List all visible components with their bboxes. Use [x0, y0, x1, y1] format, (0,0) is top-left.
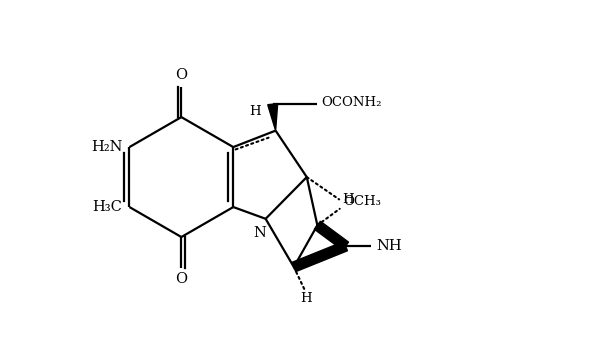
Text: H: H	[342, 193, 353, 206]
Text: N: N	[253, 226, 266, 240]
Text: OCONH₂: OCONH₂	[321, 96, 382, 109]
Text: H₂N: H₂N	[91, 140, 123, 154]
Text: O: O	[175, 68, 188, 82]
Polygon shape	[268, 104, 278, 131]
Text: H₃C: H₃C	[92, 200, 123, 214]
Polygon shape	[292, 242, 348, 272]
Text: NH: NH	[377, 239, 403, 253]
Text: OCH₃: OCH₃	[343, 195, 381, 208]
Polygon shape	[314, 221, 349, 250]
Text: H: H	[249, 105, 261, 118]
Text: O: O	[175, 272, 188, 286]
Text: H: H	[300, 292, 311, 305]
